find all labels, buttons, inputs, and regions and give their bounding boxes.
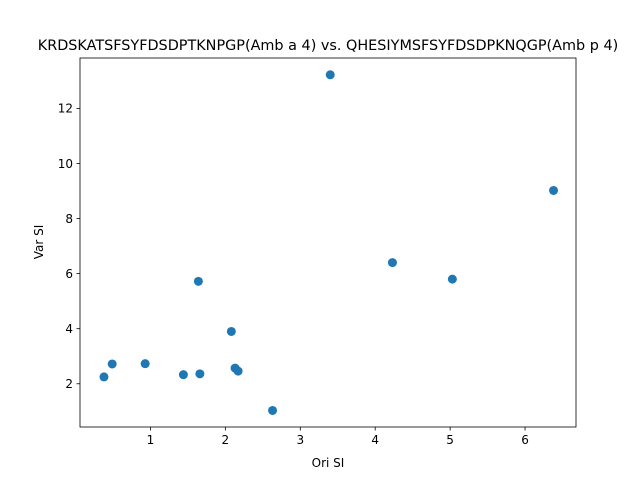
y-tick-label: 8 (65, 212, 73, 226)
data-point (140, 359, 150, 369)
x-tick-label: 2 (222, 433, 230, 447)
data-point (447, 274, 457, 284)
data-point (233, 366, 243, 376)
y-tick-label: 4 (65, 322, 73, 336)
y-tick-label: 12 (58, 102, 73, 116)
data-point (387, 258, 397, 268)
plot-frame (79, 57, 577, 428)
data-point (107, 359, 117, 369)
data-point (195, 369, 205, 379)
data-point (549, 185, 559, 195)
data-points (99, 70, 559, 415)
x-axis-label: Ori SI (312, 456, 345, 470)
y-axis-label: Var SI (32, 225, 46, 260)
data-point (99, 372, 109, 382)
data-point (178, 370, 188, 380)
y-tick-label: 2 (65, 377, 73, 391)
y-tick-label: 6 (65, 267, 73, 281)
chart-title: KRDSKATSFSYFDSDPTKNPGP(Amb a 4) vs. QHES… (38, 38, 618, 54)
y-tick-label: 10 (58, 157, 73, 171)
x-axis-ticks: 1 2 3 4 5 6 (147, 427, 529, 447)
data-point (193, 276, 203, 286)
x-tick-label: 6 (521, 433, 529, 447)
data-point (268, 405, 278, 415)
x-tick-label: 1 (147, 433, 155, 447)
x-tick-label: 4 (371, 433, 379, 447)
plot-background (80, 58, 576, 427)
x-tick-label: 3 (296, 433, 304, 447)
data-point (325, 70, 335, 80)
y-axis-ticks: 2 4 6 8 10 12 (58, 102, 80, 391)
x-tick-label: 5 (446, 433, 454, 447)
data-point (226, 326, 236, 336)
plot-area (80, 58, 576, 427)
